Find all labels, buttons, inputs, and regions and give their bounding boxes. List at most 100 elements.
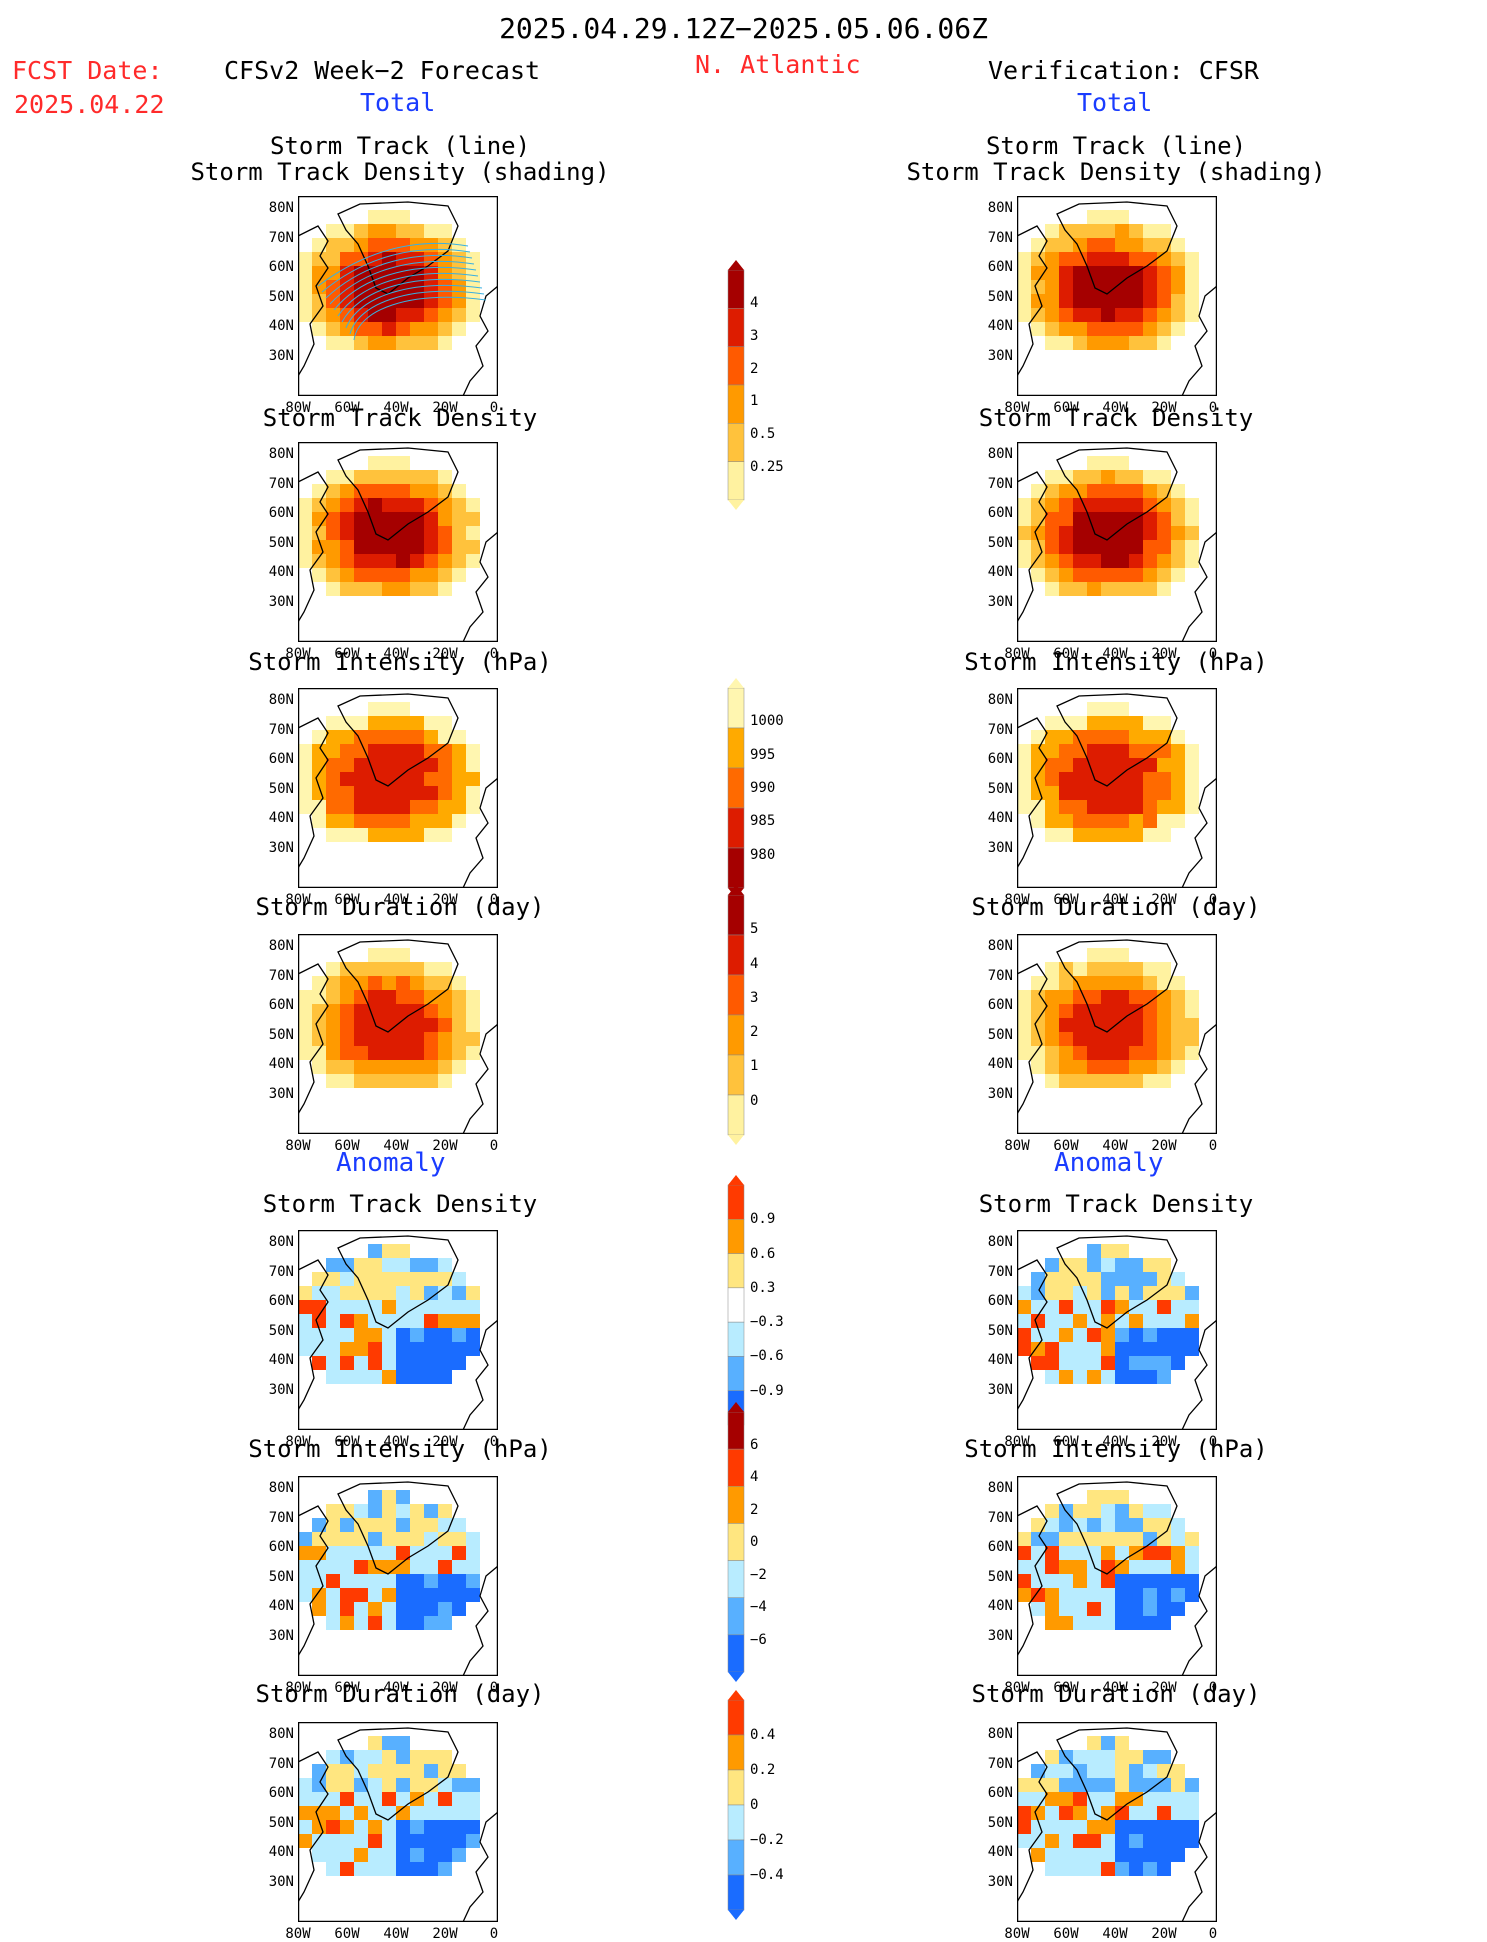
colorbar-label: 2 — [750, 360, 759, 377]
lon-tick-label: 20W — [1151, 892, 1177, 908]
storm-track-line — [345, 284, 483, 329]
lat-tick-label: 30N — [987, 347, 1013, 364]
colorbar-segment — [727, 1634, 745, 1673]
america-coastline — [298, 225, 329, 377]
storm-track-line — [349, 290, 485, 335]
lat-tick-label: 30N — [268, 1627, 294, 1644]
lon-tick-label: 20W — [432, 400, 458, 416]
vf-density-map — [1017, 442, 1217, 642]
fc-anom-duration-title: Storm Duration (day) — [255, 1680, 545, 1708]
europe-coastline — [462, 1023, 498, 1134]
lon-tick-label: 40W — [1102, 1926, 1128, 1942]
colorbar-top-arrow — [728, 260, 744, 270]
lon-tick-label: 20W — [432, 1680, 458, 1696]
lat-tick-label: 30N — [268, 593, 294, 610]
america-coastline — [1017, 225, 1048, 377]
colorbar-segment — [727, 1014, 745, 1056]
colorbar-label: −0.6 — [750, 1348, 784, 1365]
lon-tick-label: 0 — [489, 892, 499, 908]
colorbar-segment — [727, 1560, 745, 1598]
lat-tick-label: 70N — [987, 967, 1013, 984]
europe-coastline — [1181, 1023, 1217, 1134]
colorbar-segment — [727, 269, 745, 309]
lon-tick-label: 40W — [383, 646, 409, 662]
lat-tick-label: 80N — [268, 938, 294, 954]
europe-coastline — [1181, 1811, 1217, 1922]
fc-track-title-1: Storm Track (line) — [269, 132, 531, 160]
shading — [298, 1244, 480, 1384]
shading — [1017, 702, 1199, 842]
shading — [1017, 1490, 1199, 1630]
europe-coastline — [462, 531, 498, 642]
vf-anom-intensity-title: Storm Intensity (hPa) — [964, 1435, 1268, 1463]
lat-tick-label: 30N — [987, 1381, 1013, 1398]
lat-tick-label: 50N — [268, 1814, 294, 1831]
lat-tick-label: 40N — [268, 1056, 294, 1072]
colorbar-segment — [727, 1448, 745, 1487]
map-frame — [298, 196, 498, 396]
intensity-colorbar — [727, 678, 745, 898]
region-label: N. Atlantic — [695, 50, 861, 79]
lon-tick-label: 40W — [1102, 1680, 1128, 1696]
colorbar-segment — [727, 767, 745, 809]
lat-tick-label: 60N — [987, 259, 1013, 275]
storm-track-line — [353, 296, 487, 341]
europe-coastline — [462, 1565, 498, 1676]
fc-duration-title: Storm Duration (day) — [255, 893, 545, 921]
left-anomaly-label: Anomaly — [336, 1148, 446, 1178]
colorbar-label: 3 — [750, 327, 759, 344]
lon-tick-label: 0 — [1208, 1138, 1218, 1154]
greenland-coastline — [337, 693, 459, 787]
map-frame — [298, 1230, 498, 1430]
lat-tick-label: 40N — [987, 810, 1013, 826]
lon-tick-label: 0 — [1208, 1434, 1218, 1450]
lat-tick-label: 30N — [987, 1873, 1013, 1890]
colorbar-label: 4 — [750, 1469, 759, 1485]
lon-tick-label: 0 — [1208, 1680, 1218, 1696]
lat-tick-label: 30N — [268, 1085, 294, 1102]
colorbar-label: 5 — [750, 921, 759, 938]
fc-anom-intensity-title: Storm Intensity (hPa) — [248, 1435, 552, 1463]
lat-tick-label: 80N — [987, 1726, 1013, 1742]
shading — [1017, 210, 1199, 350]
colorbar-segment — [727, 847, 745, 889]
lat-tick-label: 70N — [268, 229, 294, 246]
colorbar-label: −2 — [750, 1566, 767, 1583]
lon-tick-label: 60W — [1053, 1680, 1079, 1696]
fc-anom-density-map — [298, 1230, 498, 1430]
map-frame — [1017, 1722, 1217, 1922]
shading — [298, 702, 480, 842]
lat-tick-label: 50N — [268, 1322, 294, 1339]
colorbar-label: 2 — [750, 1024, 759, 1041]
colorbar-bottom-arrow — [728, 500, 744, 510]
lat-tick-label: 30N — [268, 347, 294, 364]
colorbar-label: 1000 — [750, 713, 784, 730]
lat-tick-label: 30N — [268, 1873, 294, 1890]
lat-tick-label: 60N — [987, 1785, 1013, 1801]
shading — [298, 1736, 480, 1876]
greenland-coastline — [1056, 447, 1178, 541]
lat-tick-label: 40N — [268, 564, 294, 580]
greenland-coastline — [337, 1235, 459, 1329]
lon-tick-label: 60W — [334, 1138, 360, 1154]
storm-track-line — [317, 242, 469, 287]
colorbar-segment — [727, 1523, 745, 1561]
europe-coastline — [1181, 1319, 1217, 1430]
lat-tick-label: 80N — [987, 1234, 1013, 1250]
greenland-coastline — [1056, 1235, 1178, 1329]
storm-track-line — [325, 254, 473, 299]
colorbar-segment — [727, 687, 745, 729]
vf-intensity-title: Storm Intensity (hPa) — [964, 648, 1268, 676]
lon-tick-label: 80W — [1004, 400, 1030, 416]
shading — [298, 456, 480, 596]
lon-tick-label: 40W — [1102, 1434, 1128, 1450]
fc-duration-map — [298, 934, 498, 1134]
colorbar-segment — [727, 1734, 745, 1771]
vf-track-title-2: Storm Track Density (shading) — [906, 158, 1326, 186]
colorbar-label: 6 — [750, 1436, 759, 1453]
greenland-coastline — [1056, 693, 1178, 787]
lat-tick-label: 50N — [268, 1568, 294, 1585]
lon-tick-label: 40W — [383, 400, 409, 416]
shading — [1017, 948, 1199, 1088]
vf-duration-title: Storm Duration (day) — [971, 893, 1261, 921]
